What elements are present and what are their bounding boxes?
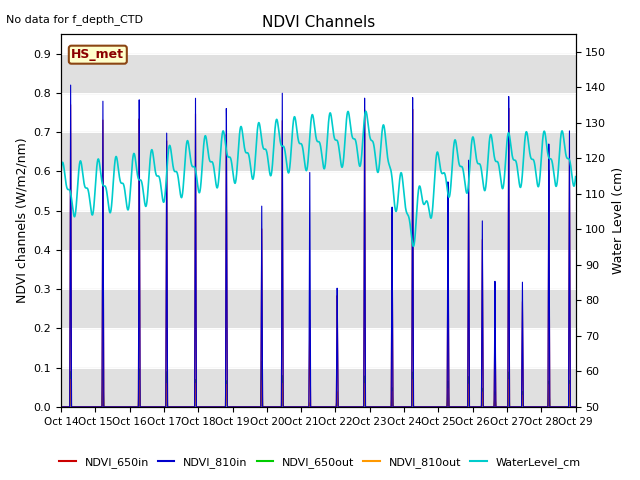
Y-axis label: Water Level (cm): Water Level (cm)	[612, 167, 625, 274]
Bar	[61, 211, 575, 250]
Bar	[61, 289, 575, 328]
Y-axis label: NDVI channels (W/m2/nm): NDVI channels (W/m2/nm)	[15, 138, 28, 303]
Legend: NDVI_650in, NDVI_810in, NDVI_650out, NDVI_810out, WaterLevel_cm: NDVI_650in, NDVI_810in, NDVI_650out, NDV…	[54, 452, 586, 472]
Title: NDVI Channels: NDVI Channels	[262, 15, 375, 30]
Bar	[61, 54, 575, 93]
Text: No data for f_depth_CTD: No data for f_depth_CTD	[6, 14, 143, 25]
Bar	[61, 368, 575, 407]
Bar	[61, 132, 575, 171]
Text: HS_met: HS_met	[71, 48, 124, 61]
